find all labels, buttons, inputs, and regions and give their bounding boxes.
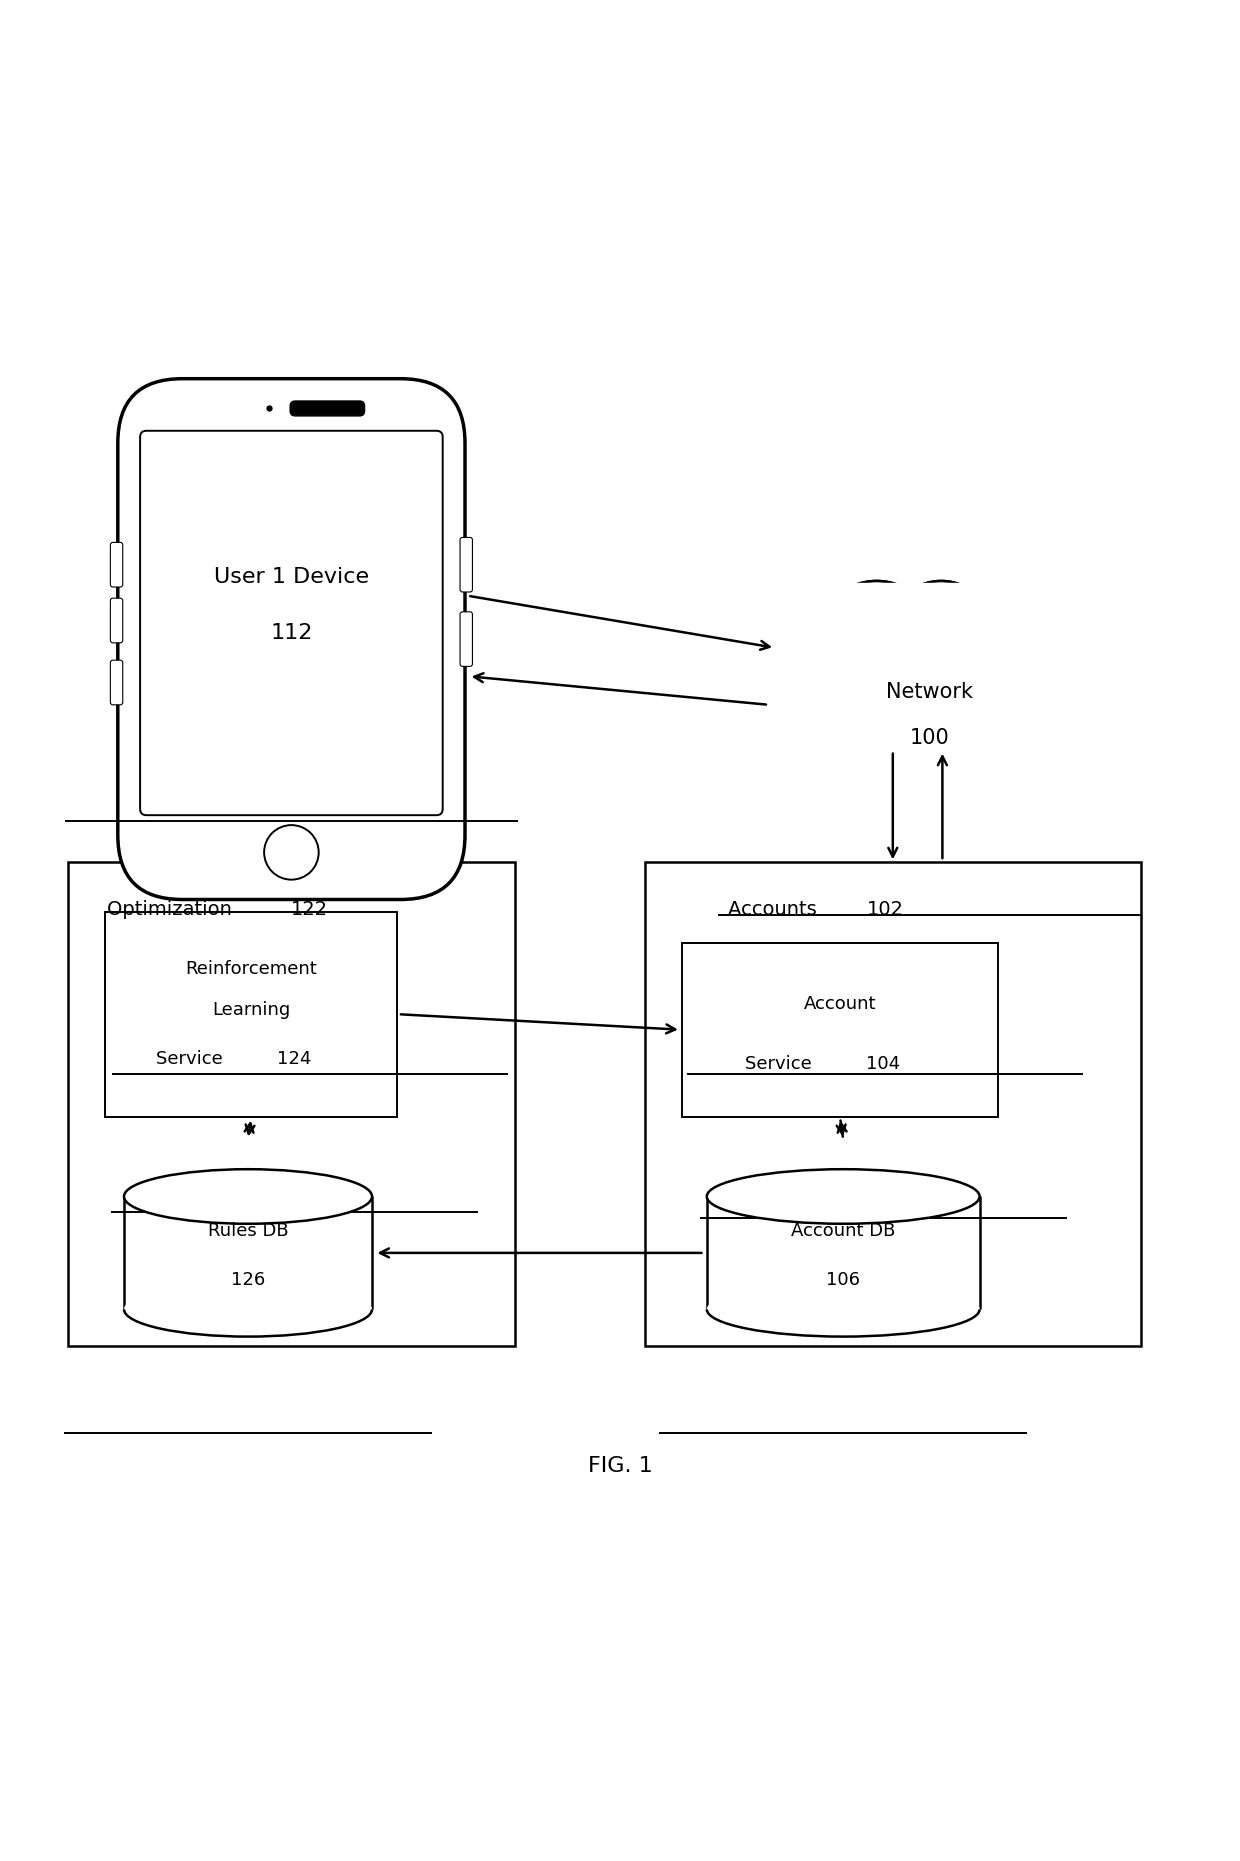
Text: Network: Network	[887, 683, 973, 702]
Bar	[682, 582, 1153, 832]
Text: Rules DB: Rules DB	[207, 1221, 289, 1239]
Circle shape	[864, 646, 954, 735]
FancyBboxPatch shape	[290, 400, 365, 415]
FancyBboxPatch shape	[682, 944, 998, 1117]
Text: Account DB: Account DB	[791, 1221, 895, 1239]
Text: 106: 106	[826, 1271, 861, 1290]
FancyBboxPatch shape	[124, 1169, 372, 1336]
FancyBboxPatch shape	[645, 862, 1141, 1346]
Text: Accounts: Accounts	[728, 901, 823, 919]
Circle shape	[817, 655, 888, 726]
Text: Account: Account	[804, 994, 877, 1012]
Text: 122: 122	[291, 901, 329, 919]
FancyBboxPatch shape	[68, 862, 515, 1346]
Text: 126: 126	[231, 1271, 265, 1290]
Circle shape	[776, 631, 864, 718]
Circle shape	[813, 651, 892, 730]
Circle shape	[947, 622, 1038, 711]
FancyBboxPatch shape	[105, 912, 397, 1117]
FancyBboxPatch shape	[460, 538, 472, 592]
Text: Service: Service	[745, 1055, 818, 1074]
Text: Reinforcement: Reinforcement	[185, 960, 317, 979]
FancyBboxPatch shape	[110, 661, 123, 705]
Ellipse shape	[707, 1282, 980, 1336]
FancyBboxPatch shape	[110, 542, 123, 586]
Text: Learning: Learning	[212, 1001, 290, 1020]
FancyBboxPatch shape	[460, 612, 472, 666]
Ellipse shape	[124, 1282, 372, 1336]
Text: 100: 100	[910, 728, 950, 748]
Text: 124: 124	[278, 1050, 311, 1068]
Text: FIG. 1: FIG. 1	[588, 1455, 652, 1476]
Text: Service: Service	[156, 1050, 229, 1068]
Ellipse shape	[124, 1169, 372, 1225]
FancyBboxPatch shape	[110, 597, 123, 642]
Circle shape	[951, 625, 1034, 707]
Text: 104: 104	[867, 1055, 900, 1074]
Text: 112: 112	[270, 623, 312, 642]
Text: User 1 Device: User 1 Device	[213, 568, 370, 586]
FancyBboxPatch shape	[118, 378, 465, 899]
FancyBboxPatch shape	[140, 430, 443, 815]
Circle shape	[821, 586, 932, 698]
Circle shape	[816, 581, 937, 703]
Circle shape	[264, 824, 319, 880]
FancyBboxPatch shape	[707, 1169, 980, 1336]
Ellipse shape	[707, 1169, 980, 1225]
Circle shape	[888, 581, 994, 687]
Circle shape	[925, 646, 1006, 726]
Circle shape	[893, 584, 990, 683]
Circle shape	[868, 649, 950, 731]
Circle shape	[771, 625, 868, 722]
Text: Optimization: Optimization	[107, 901, 238, 919]
Circle shape	[929, 649, 1002, 722]
Text: 102: 102	[867, 901, 904, 919]
